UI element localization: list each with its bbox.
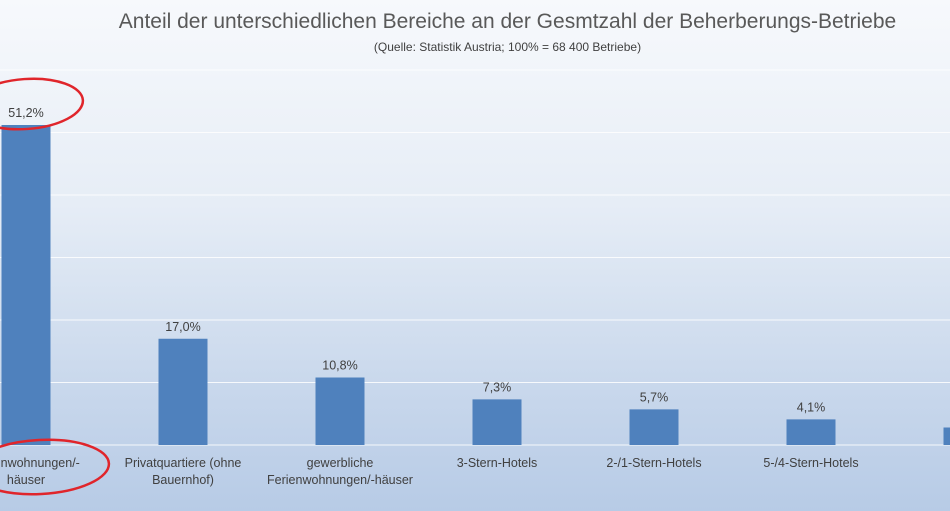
bar [943, 427, 950, 445]
bar [1, 125, 51, 445]
data-label: 4,1% [797, 400, 826, 414]
category-label: Ferienwohnungen/-häuser [0, 456, 80, 487]
data-label: 7,3% [483, 380, 512, 394]
data-label: 17,0% [165, 320, 200, 334]
chart-subtitle: (Quelle: Statistik Austria; 100% = 68 40… [373, 40, 642, 54]
category-label: Privatquartiere (ohne Bauernhof) [125, 456, 242, 487]
category-label: 5-/4-Stern-Hotels [763, 456, 858, 470]
bar [158, 338, 208, 445]
category-label: 3-Stern-Hotels [457, 456, 538, 470]
annotation-circle-value [0, 77, 85, 131]
data-label: 51,2% [8, 106, 43, 120]
chart-title: Anteil der unterschiedlichen Bereiche an… [118, 10, 897, 33]
bar [472, 399, 522, 445]
category-label: gewerbliche Ferienwohnungen/-häuser [267, 456, 413, 487]
category-label: 2-/1-Stern-Hotels [606, 456, 701, 470]
bar [629, 409, 679, 445]
bar [786, 419, 836, 445]
data-label: 5,7% [640, 390, 669, 404]
bar [315, 377, 365, 445]
annotation-circle-category [0, 438, 111, 496]
data-label: 10,8% [322, 359, 357, 373]
